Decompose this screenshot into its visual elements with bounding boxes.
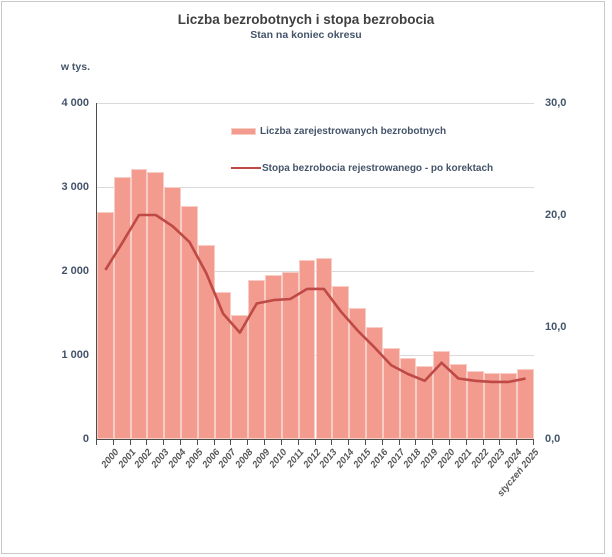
y-axis-right-tick-label: 30,0	[545, 97, 567, 109]
x-axis-tick	[213, 440, 215, 445]
y-axis-left-tick-label: 1 000	[61, 349, 89, 361]
x-axis-tick	[180, 440, 182, 445]
bar	[500, 372, 518, 439]
x-axis-tick	[432, 440, 434, 445]
bar	[113, 177, 131, 439]
x-axis-tick	[264, 440, 266, 445]
x-axis-tick	[516, 440, 518, 445]
unemployment-rate-line	[104, 213, 526, 384]
bar	[281, 272, 299, 439]
bar	[298, 259, 316, 439]
bar	[197, 245, 215, 439]
x-axis-tick	[146, 440, 148, 445]
gridline	[97, 187, 534, 188]
chart-title: Liczba bezrobotnych i stopa bezrobocia	[177, 12, 435, 27]
bar	[181, 206, 198, 439]
bar	[265, 274, 282, 439]
x-axis-tick	[482, 440, 484, 445]
legend-item-line: Stopa bezrobocia rejestrowanego - po kor…	[231, 161, 493, 175]
y-axis-right-tick-label: 10,0	[545, 321, 567, 333]
x-axis-tick	[364, 440, 366, 445]
bar	[130, 168, 148, 439]
chart-subtitle: Stan na koniec okresu	[250, 29, 362, 41]
line-series-swatch-icon	[231, 166, 261, 170]
x-axis-tick	[348, 440, 350, 445]
x-axis-tick	[533, 440, 534, 445]
legend: Liczba zarejestrowanych bezrobotnych Sto…	[231, 124, 493, 175]
bar	[365, 326, 383, 439]
y-axis-right-tick-label: 20,0	[545, 209, 567, 221]
bar	[332, 285, 350, 439]
bar	[399, 357, 417, 439]
x-axis-tick	[129, 440, 131, 445]
bar	[449, 363, 467, 439]
x-axis-tick	[163, 440, 165, 445]
bar-series-swatch-icon	[231, 127, 256, 135]
x-axis-tick	[247, 440, 249, 445]
gridline	[97, 103, 534, 104]
bar	[382, 348, 400, 439]
bar	[466, 370, 484, 439]
bar	[231, 315, 249, 439]
x-axis-tick	[499, 440, 501, 445]
x-axis-tick	[331, 440, 333, 445]
bar	[147, 172, 165, 439]
legend-label-line: Stopa bezrobocia rejestrowanego - po kor…	[262, 162, 494, 174]
x-axis-tick	[230, 440, 232, 445]
x-axis-tick	[196, 440, 198, 445]
x-axis-tick	[415, 440, 417, 445]
y-axis-left-tick-label: 4 000	[61, 97, 89, 109]
x-axis-tick	[112, 440, 114, 445]
y-axis-unit-label: w tys.	[60, 61, 90, 73]
bar	[349, 307, 366, 439]
y-axis-left-tick-label: 0	[82, 433, 89, 445]
x-axis-tick	[448, 440, 450, 445]
bar	[315, 257, 333, 439]
bar	[214, 292, 232, 439]
x-axis-tick	[381, 440, 383, 445]
bar	[416, 366, 434, 439]
plot-area	[96, 103, 534, 440]
x-axis-tick	[314, 440, 316, 445]
bar	[483, 372, 501, 439]
bar	[517, 368, 534, 439]
x-axis-tick	[398, 440, 400, 445]
x-axis-tick	[297, 440, 299, 445]
x-axis-tick	[280, 440, 282, 445]
bar	[164, 187, 182, 439]
y-axis-right-tick-label: 0,0	[545, 433, 561, 445]
legend-item-bars: Liczba zarejestrowanych bezrobotnych	[231, 124, 493, 138]
legend-label-bars: Liczba zarejestrowanych bezrobotnych	[260, 125, 447, 137]
x-axis-tick	[96, 440, 97, 445]
bar	[97, 211, 114, 439]
bar	[433, 351, 450, 439]
y-axis-left-tick-label: 3 000	[61, 181, 89, 193]
x-axis-tick	[465, 440, 467, 445]
bar	[248, 280, 266, 439]
y-axis-left-tick-label: 2 000	[61, 265, 89, 277]
